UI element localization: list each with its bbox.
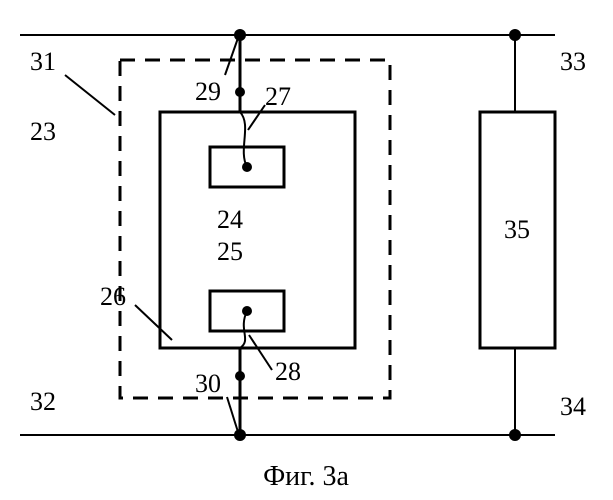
label-33: 33 [560, 47, 586, 76]
node-top-main [234, 29, 246, 41]
label-25: 25 [217, 237, 243, 266]
label-23: 23 [30, 117, 56, 146]
node-top-inner [242, 162, 252, 172]
node-bot-main [234, 429, 246, 441]
label-31: 31 [30, 47, 56, 76]
leader-28 [249, 335, 272, 370]
label-24: 24 [217, 205, 243, 234]
label-32: 32 [30, 387, 56, 416]
node-bot-inner [242, 306, 252, 316]
node-bot-in [235, 371, 245, 381]
leader-27 [248, 105, 265, 130]
label-35: 35 [504, 215, 530, 244]
label-26: 26 [100, 282, 126, 311]
lead-27 [240, 112, 247, 167]
leader-30 [227, 397, 238, 432]
label-34: 34 [560, 392, 586, 421]
label-30: 30 [195, 369, 221, 398]
label-28: 28 [275, 357, 301, 386]
node-top-in [235, 87, 245, 97]
leader-31 [65, 75, 115, 115]
leader-26 [135, 305, 172, 340]
label-27: 27 [265, 82, 291, 111]
node-top-right [509, 29, 521, 41]
leader-29 [225, 38, 238, 75]
label-29: 29 [195, 77, 221, 106]
node-bot-right [509, 429, 521, 441]
caption: Фиг. 3a [263, 461, 349, 492]
